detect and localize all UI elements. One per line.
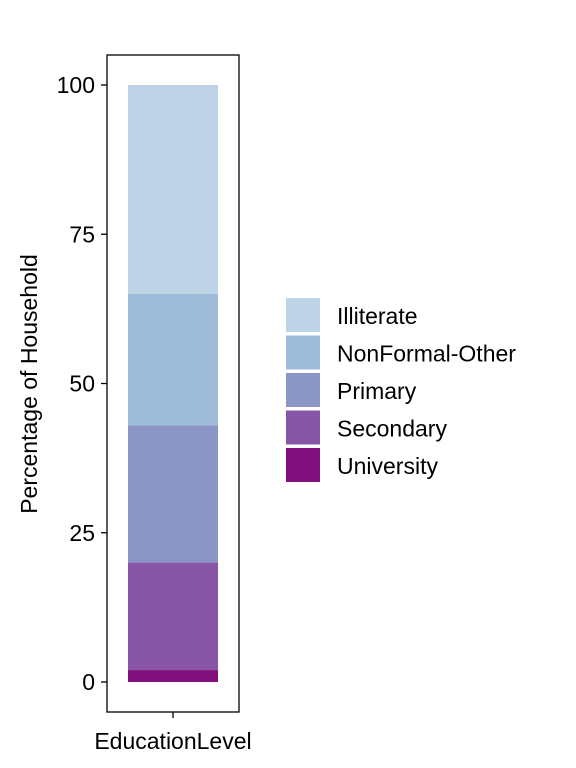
legend-key-illiterate xyxy=(286,298,320,332)
bar-secondary xyxy=(128,563,218,670)
y-tick-label: 100 xyxy=(57,72,95,98)
legend-key-primary xyxy=(286,373,320,407)
legend-key-nonformal-other xyxy=(286,336,320,370)
x-tick-label: EducationLevel xyxy=(94,728,251,754)
x-axis: EducationLevel xyxy=(94,712,251,754)
y-axis-label: Percentage of Household xyxy=(16,254,42,514)
bar-primary xyxy=(128,425,218,562)
legend-label-nonformal-other: NonFormal-Other xyxy=(337,341,516,367)
legend-key-university xyxy=(286,448,320,482)
legend: Illiterate NonFormal-Other Primary Secondar… xyxy=(286,298,516,482)
bar-illiterate xyxy=(128,85,218,294)
legend-label-university: University xyxy=(337,453,438,479)
y-tick-label: 75 xyxy=(69,221,95,247)
bar-university xyxy=(128,670,218,682)
y-tick-label: 25 xyxy=(69,520,95,546)
legend-label-secondary: Secondary xyxy=(337,416,447,442)
y-tick-label: 0 xyxy=(82,669,95,695)
bar-nonformal-other xyxy=(128,294,218,425)
y-axis: 0 25 50 75 100 xyxy=(57,72,107,695)
bar-segments xyxy=(128,85,218,682)
y-tick-label: 50 xyxy=(69,371,95,397)
legend-label-primary: Primary xyxy=(337,378,417,404)
legend-label-illiterate: Illiterate xyxy=(337,303,418,329)
legend-key-secondary xyxy=(286,411,320,445)
